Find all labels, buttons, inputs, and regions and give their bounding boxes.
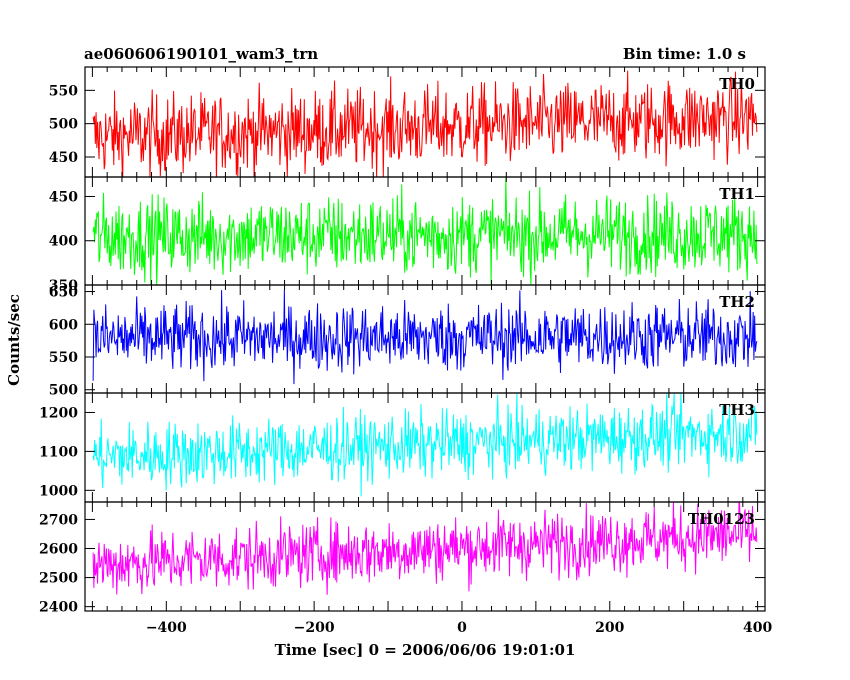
y-tick-label: 400 <box>49 234 78 250</box>
y-tick-label: 500 <box>49 383 78 399</box>
series-line-th2 <box>92 289 758 385</box>
y-tick-label: 1000 <box>39 483 78 499</box>
panel-th0123: TH0123 2400 2500 2600 2700 −400 −200 0 200 400 <box>39 501 772 636</box>
y-tick-label: 350 <box>49 278 78 294</box>
y-axis-label: Counts/sec <box>5 294 23 386</box>
panel-th0: TH0 450 500 550 <box>49 66 766 178</box>
panel-th2: TH2 500 550 600 650 <box>49 284 766 399</box>
y-tick-label: 550 <box>49 83 78 99</box>
x-tick-label: −200 <box>294 620 335 636</box>
panel-name-label: TH0 <box>719 75 755 93</box>
y-tick-label: 2700 <box>39 512 78 528</box>
bin-time-label: Bin time: 1.0 s <box>623 45 746 63</box>
y-tick-label: 2500 <box>39 571 78 587</box>
x-tick-label: 0 <box>457 620 467 636</box>
y-tick-label: 1100 <box>39 444 78 460</box>
series-line-th0123 <box>92 502 758 595</box>
y-tick-label: 2400 <box>39 600 78 616</box>
chart-title: ae060606190101_wam3_trn <box>84 45 318 63</box>
y-tick-label: 650 <box>49 285 78 301</box>
x-tick-label: −400 <box>146 620 187 636</box>
panel-th3: TH3 1000 1100 1200 <box>39 392 766 503</box>
series-line-th3 <box>92 393 758 497</box>
panel-name-label: TH1 <box>719 185 755 203</box>
y-tick-label: 600 <box>49 317 78 333</box>
panel-frame <box>84 501 766 612</box>
y-tick-label: 2600 <box>39 542 78 558</box>
x-tick-label: 200 <box>595 620 624 636</box>
y-tick-label: 450 <box>49 189 78 205</box>
series-line-th0 <box>92 70 758 177</box>
y-tick-label: 450 <box>49 150 78 166</box>
series-line-th1 <box>92 177 758 285</box>
panel-name-label: TH3 <box>719 401 755 419</box>
y-tick-label: 550 <box>49 350 78 366</box>
y-tick-label: 500 <box>49 117 78 133</box>
panel-name-label: TH2 <box>719 293 755 311</box>
panel-name-label: TH0123 <box>688 510 755 528</box>
x-axis-label: Time [sec] 0 = 2006/06/06 19:01:01 <box>275 641 576 659</box>
x-tick-label: 400 <box>743 620 772 636</box>
y-tick-label: 1200 <box>39 405 78 421</box>
panel-th1: TH1 350 400 450 <box>49 176 766 294</box>
